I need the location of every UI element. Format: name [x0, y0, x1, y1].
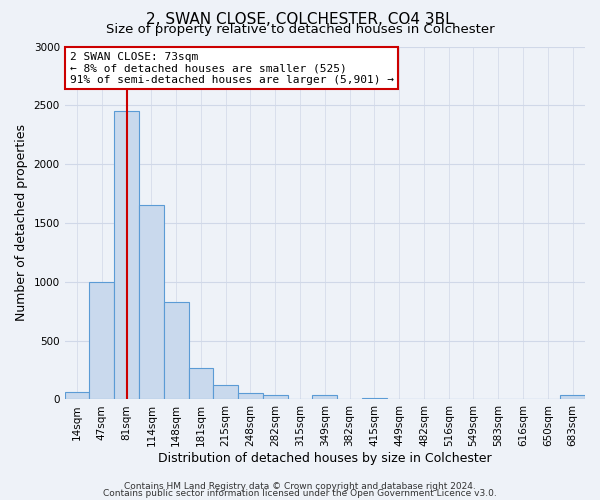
Bar: [89, 282, 114, 400]
Text: 2 SWAN CLOSE: 73sqm
← 8% of detached houses are smaller (525)
91% of semi-detach: 2 SWAN CLOSE: 73sqm ← 8% of detached hou…: [70, 52, 394, 85]
Bar: [114, 111, 139, 400]
Text: 2, SWAN CLOSE, COLCHESTER, CO4 3BL: 2, SWAN CLOSE, COLCHESTER, CO4 3BL: [146, 12, 454, 28]
Bar: [164, 302, 188, 400]
Bar: [362, 398, 387, 400]
Text: Contains public sector information licensed under the Open Government Licence v3: Contains public sector information licen…: [103, 489, 497, 498]
X-axis label: Distribution of detached houses by size in Colchester: Distribution of detached houses by size …: [158, 452, 491, 465]
Bar: [263, 395, 287, 400]
Bar: [139, 206, 164, 400]
Bar: [560, 395, 585, 400]
Bar: [214, 385, 238, 400]
Text: Size of property relative to detached houses in Colchester: Size of property relative to detached ho…: [106, 22, 494, 36]
Y-axis label: Number of detached properties: Number of detached properties: [15, 124, 28, 322]
Bar: [188, 368, 214, 400]
Text: Contains HM Land Registry data © Crown copyright and database right 2024.: Contains HM Land Registry data © Crown c…: [124, 482, 476, 491]
Bar: [238, 393, 263, 400]
Bar: [65, 392, 89, 400]
Bar: [313, 396, 337, 400]
